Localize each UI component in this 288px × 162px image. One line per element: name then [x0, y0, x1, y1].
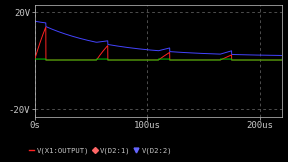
Legend: V(X1:OUTPUT), V(D2:1), V(D2:2): V(X1:OUTPUT), V(D2:1), V(D2:2): [26, 145, 175, 157]
